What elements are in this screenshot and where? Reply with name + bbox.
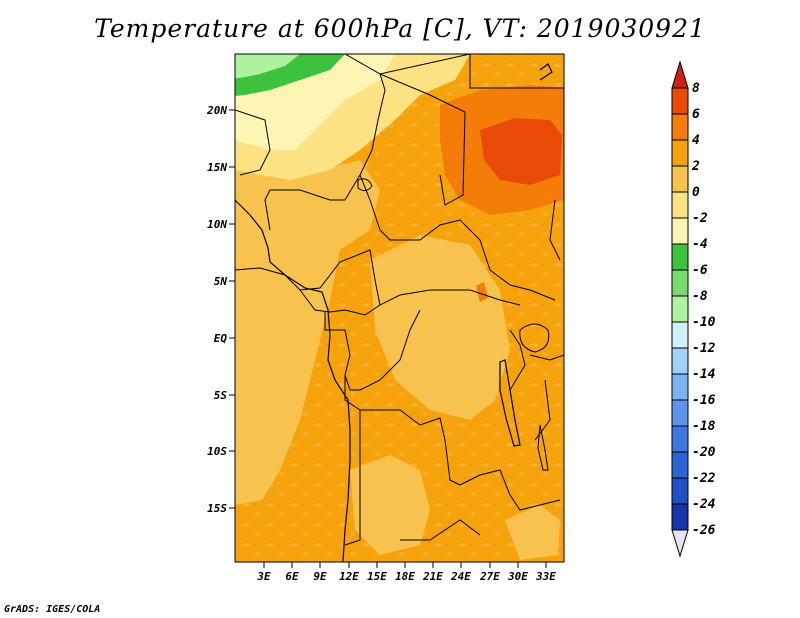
lon-label: 3E	[256, 570, 271, 583]
colorbar-swatch	[671, 191, 689, 219]
colorbar-labels: 8 6 4 2 0 -2 -4 -6 -8 -10 -12 -14 -16 -1…	[691, 81, 716, 538]
latitude-axis: 20N 15N 10N 5N EQ 5S 10S 15S	[206, 104, 235, 515]
coastline	[235, 63, 553, 562]
colorbar-label: -2	[692, 211, 708, 226]
map-frame	[234, 53, 565, 563]
temperature-field-minus8-minus6	[235, 54, 300, 78]
colorbar-label: -26	[692, 523, 716, 538]
colorbar-label: 8	[692, 81, 700, 96]
colorbar-label: -14	[692, 367, 716, 382]
colorbar-top-arrow	[671, 60, 689, 89]
colorbar-swatch	[671, 373, 689, 401]
lat-label: 10S	[207, 445, 227, 458]
lat-label: 5S	[214, 389, 228, 402]
colorbar-swatch	[671, 165, 689, 193]
map-title: Temperature at 600hPa [C], VT: 201903092…	[94, 14, 706, 43]
lat-label: 15S	[207, 502, 227, 515]
colorbar-swatch	[671, 425, 689, 453]
colorbar-label: -10	[692, 315, 716, 330]
temperature-field-8-plus	[480, 118, 562, 185]
lat-label: EQ	[214, 332, 228, 345]
colorbar-label: -4	[692, 237, 708, 252]
temperature-field-6-8-spot	[476, 282, 488, 302]
colorbar-swatch	[671, 217, 689, 245]
lon-label: 27E	[479, 570, 500, 583]
colorbar-swatch	[671, 295, 689, 323]
lat-label: 20N	[206, 104, 227, 117]
lon-label: 30E	[507, 570, 528, 583]
lake-victoria	[519, 323, 550, 353]
colorbar-label: -24	[692, 497, 716, 512]
colorbar-label: -6	[692, 263, 708, 278]
colorbar-swatch	[671, 113, 689, 141]
colorbar	[671, 60, 689, 558]
colorbar-swatch	[671, 139, 689, 167]
colorbar-label: -12	[692, 341, 716, 356]
lon-label: 6E	[285, 570, 299, 583]
colorbar-swatch	[671, 477, 689, 505]
lon-label: 24E	[450, 570, 471, 583]
colorbar-bottom-arrow	[671, 529, 689, 558]
colorbar-swatch	[671, 399, 689, 427]
colorbar-label: 6	[692, 107, 700, 122]
lat-label: 5N	[214, 275, 228, 288]
colorbar-label: -20	[692, 445, 716, 460]
lon-label: 18E	[395, 570, 415, 583]
lat-label: 10N	[207, 218, 227, 231]
lake-chad	[357, 178, 373, 192]
colorbar-label: 2	[691, 159, 700, 174]
lon-label: 33E	[535, 570, 556, 583]
lake-malawi	[537, 424, 549, 471]
colorbar-swatch	[671, 243, 689, 271]
lon-label: 15E	[367, 570, 387, 583]
longitude-axis: 3E 6E 9E 12E 15E 18E 21E 24E 27E 30E 33E	[256, 562, 556, 583]
colorbar-label: -8	[692, 289, 708, 304]
colorbar-swatch	[671, 503, 689, 531]
grads-credit: GrADS: IGES/COLA	[4, 604, 101, 615]
lon-label: 12E	[339, 570, 359, 583]
lon-label: 21E	[422, 570, 443, 583]
colorbar-label: 4	[692, 133, 700, 148]
colorbar-label: -16	[692, 393, 716, 408]
colorbar-swatch	[671, 87, 689, 115]
country-borders	[235, 54, 564, 546]
colorbar-label: -18	[692, 419, 716, 434]
colorbar-swatch	[671, 269, 689, 297]
colorbar-label: 0	[692, 185, 700, 200]
colorbar-swatch	[671, 321, 689, 349]
colorbar-swatch	[671, 347, 689, 375]
colorbar-label: -22	[692, 471, 716, 486]
lon-label: 9E	[313, 570, 327, 583]
lake-tanganyika	[499, 359, 521, 447]
colorbar-swatch	[671, 451, 689, 479]
lat-label: 15N	[207, 161, 227, 174]
map-plot-area	[235, 54, 564, 562]
